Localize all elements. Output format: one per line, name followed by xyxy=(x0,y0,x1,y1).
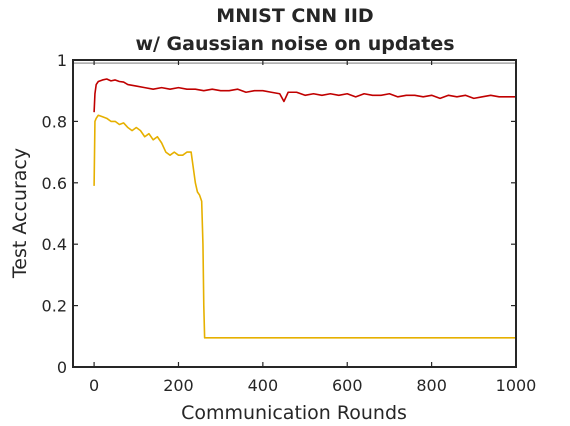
x-tick-label: 200 xyxy=(163,376,194,395)
x-tick-label: 800 xyxy=(416,376,447,395)
chart-title-line-2: w/ Gaussian noise on updates xyxy=(135,33,454,55)
chart-title-line-1: MNIST CNN IID xyxy=(216,5,373,27)
y-tick-label: 0 xyxy=(57,358,67,377)
x-axis-label: Communication Rounds xyxy=(181,402,407,424)
y-tick-label: 0.8 xyxy=(42,112,67,131)
x-tick-label: 1000 xyxy=(496,376,537,395)
series-line-2 xyxy=(93,114,516,339)
y-tick-label: 0.4 xyxy=(42,235,67,254)
x-tick-label: 400 xyxy=(248,376,279,395)
x-tick-label: 600 xyxy=(332,376,363,395)
plot-frame xyxy=(72,59,517,368)
x-tick-label: 0 xyxy=(89,376,99,395)
y-tick-label: 0.6 xyxy=(42,174,67,193)
y-tick-label: 0.2 xyxy=(42,297,67,316)
y-tick-label: 1 xyxy=(57,51,67,70)
series-line-1 xyxy=(93,78,516,113)
y-axis-label: Test Accuracy xyxy=(9,148,31,279)
